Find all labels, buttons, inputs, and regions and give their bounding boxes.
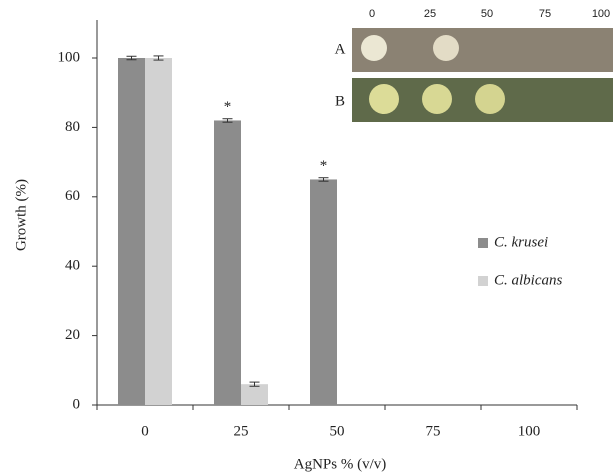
inset-row-label: B: [335, 93, 345, 109]
legend-swatch: [478, 238, 488, 248]
y-tick-label: 20: [65, 327, 80, 343]
x-tick-label: 75: [426, 423, 441, 439]
bar: [145, 58, 172, 405]
plate-a: [352, 28, 613, 72]
legend-label: C. krusei: [494, 234, 548, 250]
inset-column-label: 0: [369, 8, 375, 20]
y-tick-label: 40: [65, 258, 80, 274]
colony: [433, 35, 459, 61]
x-tick-label: 0: [141, 423, 149, 439]
x-tick-label: 100: [518, 423, 541, 439]
y-axis-title: Growth (%): [13, 179, 29, 251]
colony: [422, 84, 452, 114]
annotation: *: [320, 158, 328, 174]
bar: [214, 120, 241, 405]
y-tick-label: 80: [65, 119, 80, 135]
annotation: *: [224, 99, 232, 115]
inset-column-label: 50: [481, 8, 493, 20]
inset-column-label: 75: [539, 8, 551, 20]
y-tick-label: 100: [58, 49, 81, 65]
y-tick-label: 60: [65, 188, 80, 204]
bar: [118, 58, 145, 405]
legend-label: C. albicans: [494, 272, 562, 288]
x-tick-label: 25: [234, 423, 249, 439]
colony: [369, 84, 399, 114]
inset-column-label: 100: [592, 8, 610, 20]
y-tick-label: 0: [73, 396, 81, 412]
colony: [475, 84, 505, 114]
chart: Growth (%) AgNPs % (v/v) 0 20 40 60 80 100 0 25…: [0, 0, 613, 475]
x-axis-title: AgNPs % (v/v): [294, 456, 387, 472]
bar: [310, 179, 337, 405]
inset-column-label: 25: [424, 8, 436, 20]
legend-swatch: [478, 276, 488, 286]
colony: [361, 35, 387, 61]
page: {"chart_data": { "type": "bar", "x_label…: [0, 0, 613, 475]
x-tick-label: 50: [330, 423, 345, 439]
bar: [241, 384, 268, 405]
inset-row-label: A: [335, 41, 346, 57]
